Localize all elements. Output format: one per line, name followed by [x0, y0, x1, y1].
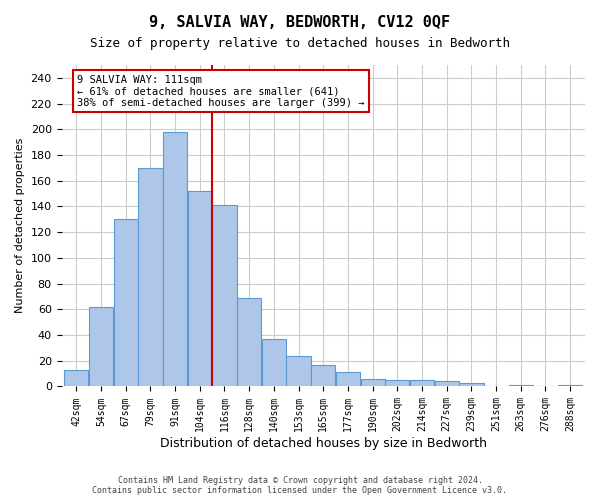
Bar	[237, 298, 261, 386]
Bar	[286, 356, 311, 386]
Bar	[336, 372, 360, 386]
Bar	[64, 370, 88, 386]
Bar	[361, 379, 385, 386]
Bar	[311, 364, 335, 386]
Bar	[460, 382, 484, 386]
Bar	[262, 339, 286, 386]
Bar	[434, 382, 459, 386]
Bar	[509, 385, 533, 386]
Bar	[212, 205, 236, 386]
Text: 9, SALVIA WAY, BEDWORTH, CV12 0QF: 9, SALVIA WAY, BEDWORTH, CV12 0QF	[149, 15, 451, 30]
X-axis label: Distribution of detached houses by size in Bedworth: Distribution of detached houses by size …	[160, 437, 487, 450]
Text: 9 SALVIA WAY: 111sqm
← 61% of detached houses are smaller (641)
38% of semi-deta: 9 SALVIA WAY: 111sqm ← 61% of detached h…	[77, 74, 365, 108]
Text: Size of property relative to detached houses in Bedworth: Size of property relative to detached ho…	[90, 38, 510, 51]
Bar	[163, 132, 187, 386]
Bar	[558, 385, 582, 386]
Bar	[139, 168, 163, 386]
Bar	[385, 380, 409, 386]
Bar	[89, 306, 113, 386]
Y-axis label: Number of detached properties: Number of detached properties	[15, 138, 25, 314]
Text: Contains HM Land Registry data © Crown copyright and database right 2024.
Contai: Contains HM Land Registry data © Crown c…	[92, 476, 508, 495]
Bar	[188, 191, 212, 386]
Bar	[410, 380, 434, 386]
Bar	[113, 220, 138, 386]
